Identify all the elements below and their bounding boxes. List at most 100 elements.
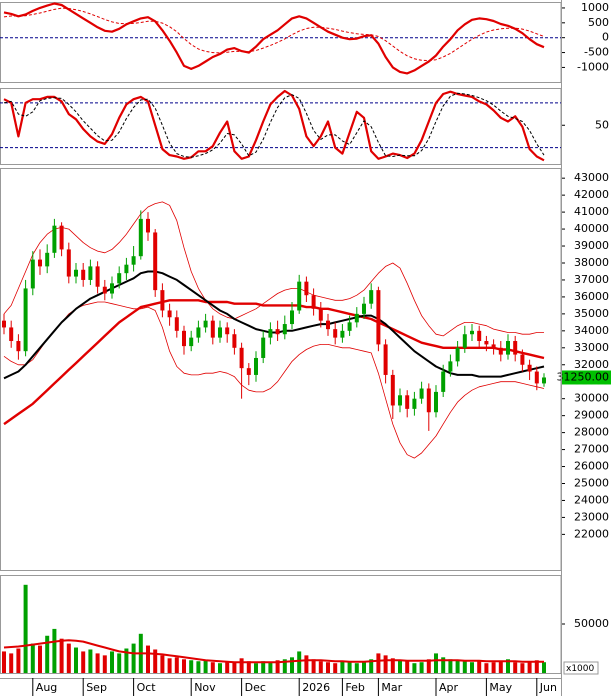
candle-body: [470, 330, 474, 335]
candle-body: [455, 347, 460, 362]
x-tick-label: Aug: [36, 681, 57, 694]
candle-body: [45, 252, 50, 267]
volume-bar: [268, 662, 273, 673]
candle-body: [354, 313, 359, 323]
y-tick-label: 25000: [574, 476, 609, 489]
volume-bar: [9, 653, 14, 673]
volume-bar: [102, 655, 107, 673]
candle-body: [398, 395, 402, 406]
volume-bar: [398, 660, 402, 673]
candle-body: [160, 290, 165, 311]
candle-body: [318, 308, 323, 321]
volume-bar: [88, 649, 93, 673]
y-tick-label: 22000: [574, 527, 609, 540]
volume-bar: [16, 648, 21, 673]
candle-body: [297, 281, 302, 311]
candle-body: [23, 288, 28, 352]
candle-body: [153, 232, 158, 291]
candle-body: [59, 225, 64, 250]
volume-bar: [232, 662, 237, 673]
candle-body: [462, 334, 467, 348]
candle-body: [225, 327, 230, 335]
volume-bar: [38, 645, 42, 673]
volume-bar: [520, 663, 525, 673]
y-tick-label: 33000: [574, 341, 609, 354]
y-tick-label: 41000: [574, 205, 609, 218]
candle-body: [498, 347, 503, 355]
volume-bar: [354, 663, 359, 673]
volume-bar: [282, 659, 287, 673]
y-tick-label: 50: [595, 118, 609, 131]
volume-bar: [117, 653, 122, 673]
candle-body: [38, 259, 42, 267]
candle-body: [203, 320, 208, 328]
candle-body: [434, 391, 438, 413]
volume-bar: [30, 643, 35, 673]
x-tick-label: Apr: [439, 681, 459, 694]
x-tick-label: Dec: [245, 681, 266, 694]
x-tick-label: Oct: [137, 681, 157, 694]
candle-body: [117, 273, 122, 284]
y-tick-label: 1000: [581, 1, 609, 14]
volume-bar: [383, 655, 388, 673]
x-tick-label: Nov: [194, 681, 216, 694]
y-tick-label: 50000: [574, 617, 609, 630]
candle-body: [110, 283, 114, 294]
volume-bar: [362, 661, 366, 673]
volume-bar: [326, 662, 330, 673]
candle-body: [542, 377, 546, 384]
volume-bar: [275, 660, 280, 673]
candle-body: [520, 354, 525, 365]
candle-body: [102, 286, 107, 294]
candle-body: [261, 337, 266, 358]
volume-bar: [124, 648, 129, 673]
candle-body: [268, 329, 273, 338]
volume-bar: [304, 655, 309, 673]
volume-bar: [23, 584, 28, 673]
y-tick-label: 29000: [574, 409, 609, 422]
y-tick-label: 28000: [574, 426, 609, 439]
candle-body: [66, 249, 71, 277]
x-tick-label: Mar: [381, 681, 402, 694]
candle-body: [376, 290, 381, 345]
x-tick-label: 2026: [302, 681, 330, 694]
candle-body: [282, 324, 287, 335]
candle-body: [74, 269, 78, 277]
candle-body: [347, 322, 352, 331]
candle-body: [2, 320, 6, 328]
candle-body: [369, 290, 374, 304]
x-tick-label: Sep: [86, 681, 107, 694]
indicator-line: [3, 7, 545, 62]
volume-bar: [45, 635, 50, 673]
volume-bar: [167, 658, 172, 673]
indicator-line: [3, 92, 545, 158]
volume-bar: [477, 661, 482, 673]
candle-body: [174, 317, 179, 331]
candle-body: [16, 341, 21, 352]
candle-body: [124, 264, 129, 274]
volume-bar: [462, 661, 467, 673]
volume-bar: [66, 643, 71, 673]
volume-bar: [2, 651, 6, 673]
candle-body: [326, 320, 330, 330]
candle-body: [290, 310, 294, 325]
indicator-line: [3, 639, 544, 664]
candle-body: [52, 225, 57, 253]
candle-body: [239, 347, 244, 369]
x-tick-label: Feb: [345, 681, 364, 694]
volume-bar: [412, 663, 417, 673]
candle-body: [9, 327, 14, 342]
y-tick-label: 38000: [574, 256, 609, 269]
volume-bar: [376, 653, 381, 673]
y-tick-label: 37000: [574, 273, 609, 286]
candle-body: [218, 327, 222, 338]
volume-bar: [246, 661, 251, 673]
volume-bar: [347, 662, 352, 673]
candle-body: [390, 374, 395, 406]
candle-body: [232, 334, 237, 348]
volume-bar: [527, 661, 532, 673]
candle-body: [254, 357, 258, 375]
volume-bar: [261, 661, 266, 673]
candle-body: [405, 395, 410, 409]
candle-body: [246, 368, 251, 375]
